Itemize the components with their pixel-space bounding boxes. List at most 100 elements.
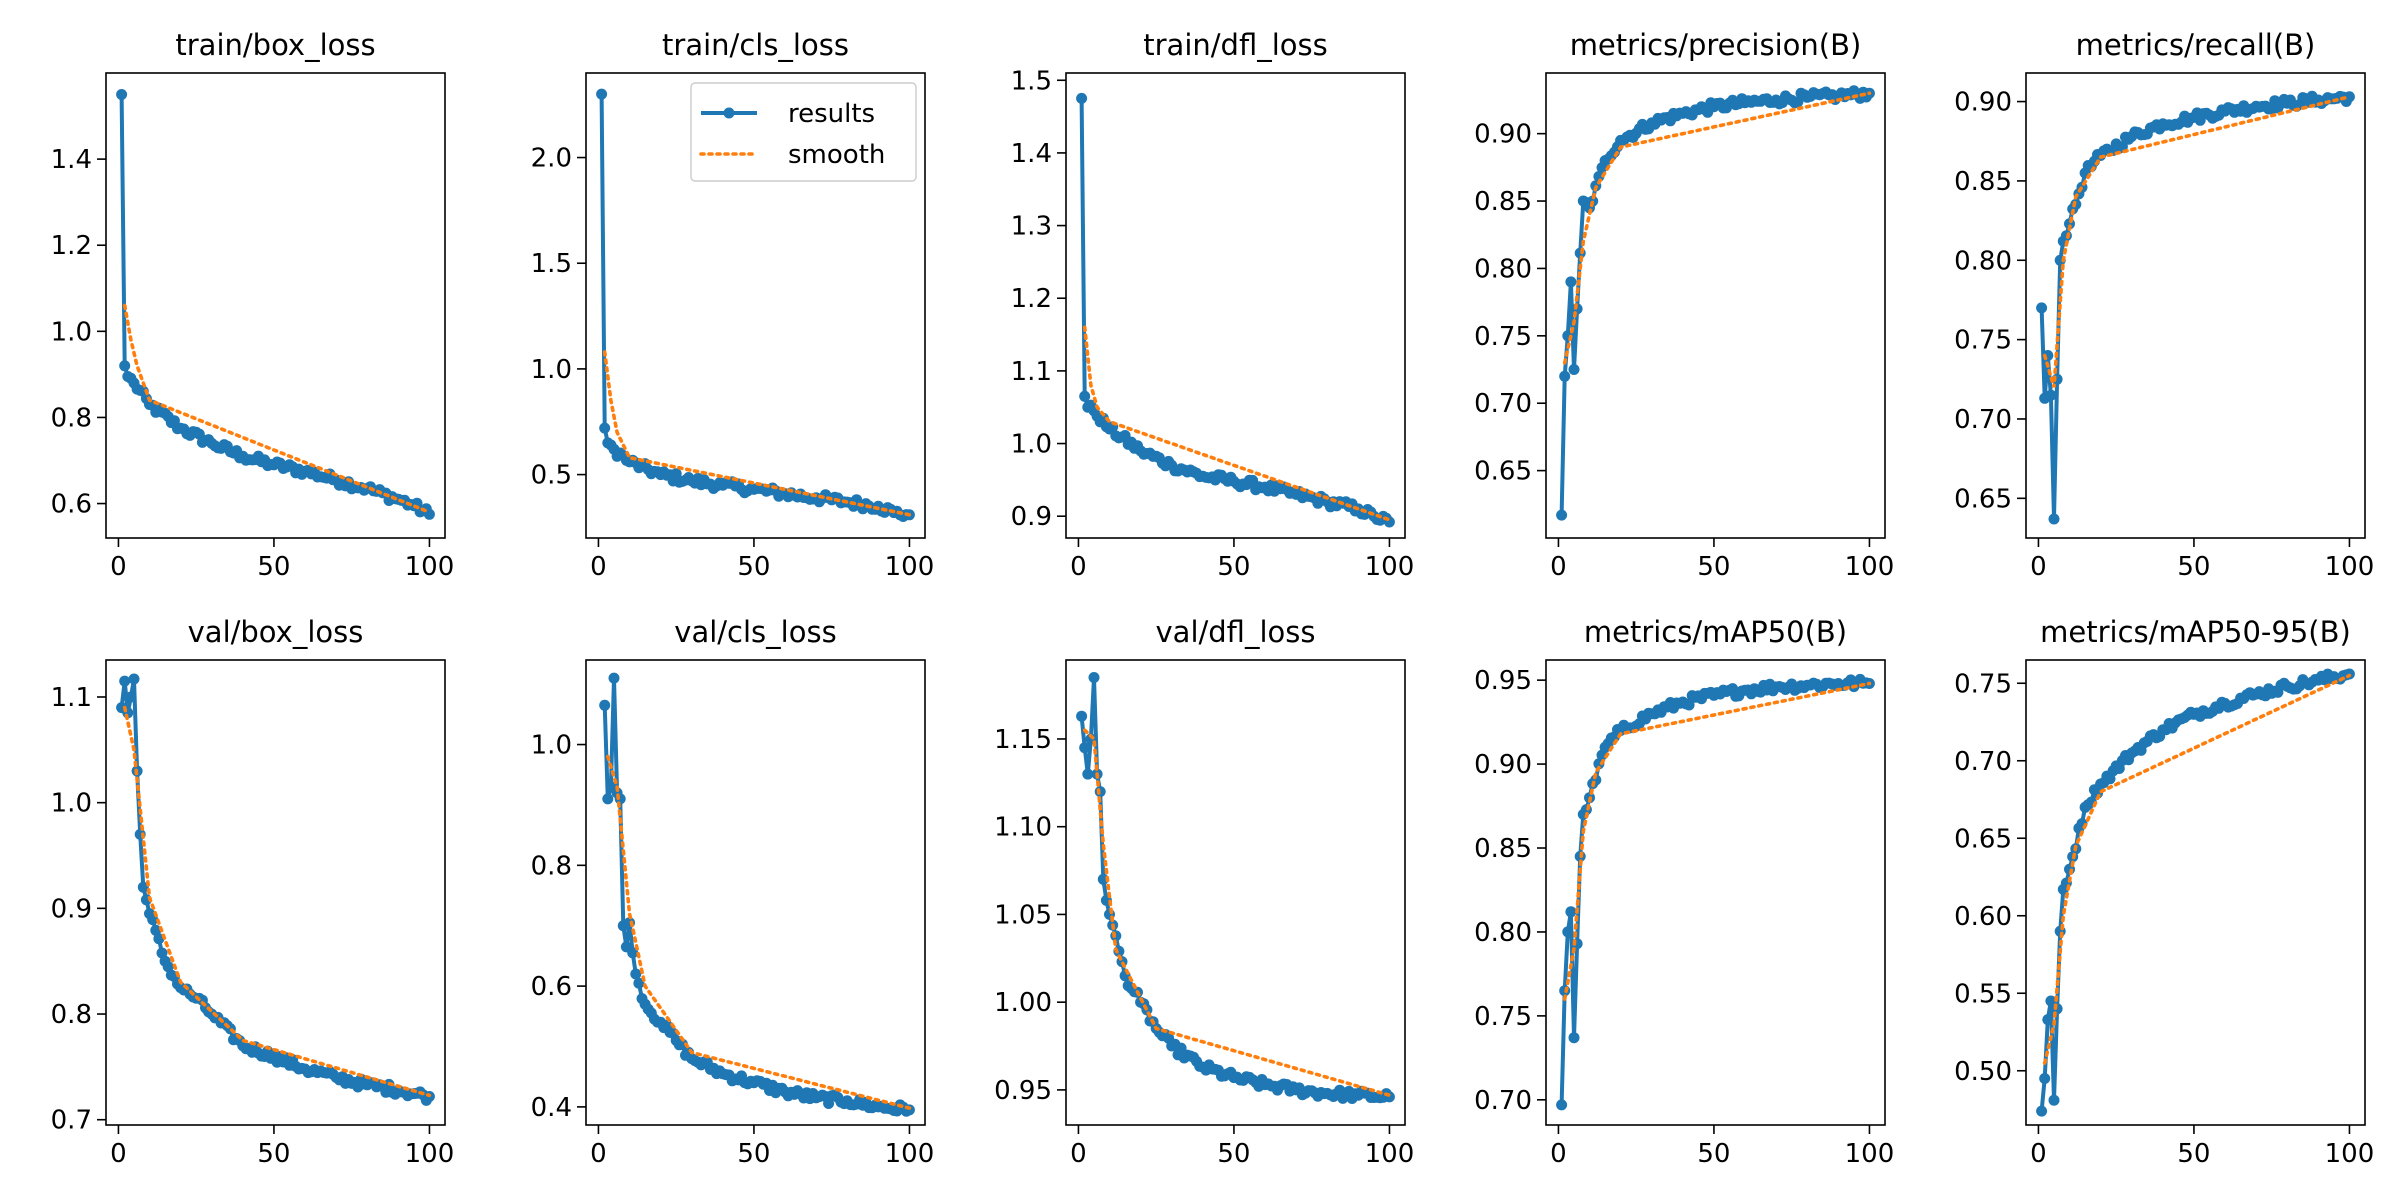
y-tick-label: 1.00 xyxy=(994,988,1052,1018)
y-tick-label: 1.5 xyxy=(1011,66,1052,96)
results-point xyxy=(1556,1099,1568,1111)
results-point xyxy=(627,947,639,959)
smooth-line xyxy=(1562,681,1872,1001)
legend-results-marker xyxy=(723,107,735,119)
results-point xyxy=(125,691,137,703)
plot-title: val/dfl_loss xyxy=(1156,615,1316,649)
results-point xyxy=(119,360,131,372)
x-tick-label: 100 xyxy=(1845,1139,1895,1169)
results-point xyxy=(1076,92,1088,104)
results-point xyxy=(1565,906,1577,918)
y-tick-label: 1.0 xyxy=(51,789,92,819)
y-tick-label: 0.9 xyxy=(1011,502,1052,532)
x-tick-label: 100 xyxy=(885,552,935,582)
results-line xyxy=(2039,94,2352,521)
x-tick-label: 50 xyxy=(1697,1139,1730,1169)
results-point xyxy=(2343,91,2355,103)
results-point xyxy=(1683,699,1695,711)
results-point xyxy=(599,699,611,711)
y-tick-label: 0.90 xyxy=(1474,750,1532,780)
y-tick-label: 1.0 xyxy=(531,731,572,761)
results-point xyxy=(1076,710,1088,722)
x-tick-label: 0 xyxy=(590,552,607,582)
smooth-line xyxy=(2042,95,2352,388)
y-tick-label: 0.8 xyxy=(51,1000,92,1030)
y-tick-label: 0.75 xyxy=(1954,326,2012,356)
legend-results-label: results xyxy=(788,99,875,129)
results-point xyxy=(2045,995,2057,1007)
plot-title: train/dfl_loss xyxy=(1143,28,1327,62)
y-tick-label: 0.70 xyxy=(1954,747,2012,777)
plot-title: val/box_loss xyxy=(188,615,364,649)
results-point xyxy=(153,933,165,945)
results-point xyxy=(608,672,620,684)
y-tick-label: 0.6 xyxy=(51,490,92,520)
y-tick-label: 0.80 xyxy=(1474,254,1532,284)
smooth-line xyxy=(1562,91,1872,365)
subplot-metrics-precision-b-: metrics/precision(B) 0 50 100 0.65 0.70 0.75 0.… xyxy=(1474,28,1894,582)
results-point xyxy=(162,961,174,973)
x-tick-label: 50 xyxy=(737,1139,770,1169)
results-point xyxy=(2045,389,2057,401)
y-tick-label: 1.3 xyxy=(1011,212,1052,242)
y-tick-label: 0.80 xyxy=(1474,918,1532,948)
y-tick-label: 0.70 xyxy=(1474,1086,1532,1116)
y-tick-label: 1.0 xyxy=(1011,430,1052,460)
subplot-val-dfl-loss: val/dfl_loss 0 50 100 0.95 1.00 1.05 1.10 1.15 xyxy=(994,615,1414,1169)
axes-frame xyxy=(105,72,446,539)
plot-title: metrics/mAP50-95(B) xyxy=(2040,615,2351,649)
results-point xyxy=(599,422,611,434)
subplot-metrics-map50-95-b-: metrics/mAP50-95(B) 0 50 100 0.50 0.55 0.60 0.6… xyxy=(1954,615,2374,1169)
y-tick-label: 0.65 xyxy=(1954,824,2012,854)
smooth-line xyxy=(1082,325,1392,522)
x-tick-label: 100 xyxy=(1845,552,1895,582)
x-tick-label: 50 xyxy=(2177,1139,2210,1169)
y-tick-label: 1.0 xyxy=(51,317,92,347)
y-tick-label: 0.8 xyxy=(51,403,92,433)
smooth-line xyxy=(122,705,432,1098)
x-tick-label: 0 xyxy=(1550,552,1567,582)
axes-frame xyxy=(2025,659,2366,1126)
y-tick-label: 0.9 xyxy=(51,894,92,924)
x-tick-label: 100 xyxy=(885,1139,935,1169)
y-tick-label: 2.0 xyxy=(531,144,572,174)
y-tick-label: 0.80 xyxy=(1954,246,2012,276)
y-tick-label: 0.5 xyxy=(531,461,572,491)
y-tick-label: 1.10 xyxy=(994,813,1052,843)
x-tick-label: 50 xyxy=(257,1139,290,1169)
results-point xyxy=(602,793,614,805)
axes-frame xyxy=(1065,72,1406,539)
smooth-line xyxy=(1082,728,1392,1097)
results-point xyxy=(2048,513,2060,525)
x-tick-label: 50 xyxy=(2177,552,2210,582)
axes-frame xyxy=(1545,659,1886,1126)
y-tick-label: 0.85 xyxy=(1474,187,1532,217)
results-point xyxy=(630,968,642,980)
results-point xyxy=(1082,768,1094,780)
results-point xyxy=(670,468,682,480)
results-point xyxy=(1556,509,1568,521)
y-tick-label: 0.75 xyxy=(1954,669,2012,699)
y-tick-label: 0.95 xyxy=(1474,666,1532,696)
results-point xyxy=(596,88,608,100)
x-tick-label: 100 xyxy=(405,552,455,582)
x-tick-label: 50 xyxy=(1217,1139,1250,1169)
x-tick-label: 0 xyxy=(590,1139,607,1169)
plot-title: metrics/precision(B) xyxy=(1570,28,1862,62)
results-point xyxy=(2036,302,2048,314)
x-tick-label: 0 xyxy=(2030,552,2047,582)
results-line xyxy=(2039,672,2350,1112)
y-tick-label: 0.50 xyxy=(1954,1057,2012,1087)
results-point xyxy=(1792,96,1804,108)
subplot-metrics-recall-b-: metrics/recall(B) 0 50 100 0.65 0.70 0.75 0.80 0… xyxy=(1954,28,2374,582)
y-tick-label: 0.65 xyxy=(1474,457,1532,487)
results-point xyxy=(1565,276,1577,288)
results-point xyxy=(128,673,140,685)
axes-frame xyxy=(1545,72,1886,539)
y-tick-label: 0.90 xyxy=(1474,120,1532,150)
axes-frame xyxy=(1065,659,1406,1126)
axes-frame xyxy=(585,72,926,539)
y-tick-label: 0.70 xyxy=(1954,405,2012,435)
x-tick-label: 0 xyxy=(110,552,127,582)
